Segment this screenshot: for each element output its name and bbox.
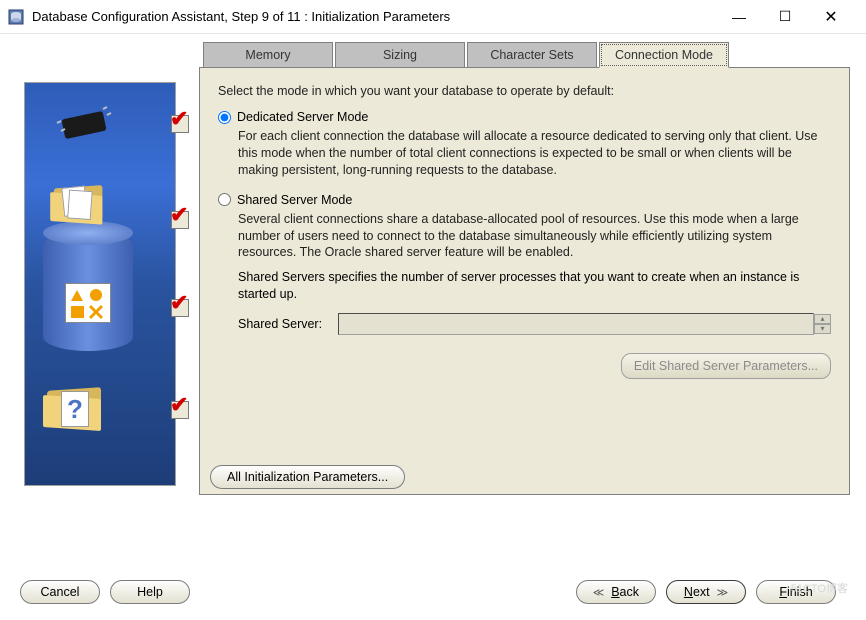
chip-icon (53, 101, 115, 149)
back-button[interactable]: ≪ Back (576, 580, 656, 604)
step-3-checkbox: ✔ (171, 299, 189, 317)
step-2-checkbox: ✔ (171, 211, 189, 229)
shared-extra-desc: Shared Servers specifies the number of s… (238, 269, 831, 303)
wizard-step-graphic: ✔ ✔ ✔ ? ✔ (12, 42, 187, 495)
shared-desc: Several client connections share a datab… (238, 211, 831, 262)
wizard-footer: Cancel Help ≪ Back Next ≫ Finish (0, 580, 866, 604)
window-title: Database Configuration Assistant, Step 9… (32, 9, 716, 24)
dedicated-desc: For each client connection the database … (238, 128, 831, 179)
next-button[interactable]: Next ≫ (666, 580, 746, 604)
tab-character-sets[interactable]: Character Sets (467, 42, 597, 68)
chevron-right-icon: ≫ (717, 587, 729, 599)
intro-text: Select the mode in which you want your d… (218, 84, 831, 98)
title-bar: Database Configuration Assistant, Step 9… (0, 0, 866, 34)
tab-bar: Memory Sizing Character Sets Connection … (203, 42, 850, 68)
minimize-button[interactable]: — (716, 9, 762, 25)
shared-label: Shared Server Mode (237, 193, 352, 207)
step-1-checkbox: ✔ (171, 115, 189, 133)
shared-server-field-label: Shared Server: (238, 317, 338, 331)
close-button[interactable]: ✕ (808, 7, 854, 27)
shared-server-option: Shared Server Mode Several client connec… (218, 193, 831, 335)
dedicated-label: Dedicated Server Mode (237, 110, 368, 124)
app-icon (8, 9, 24, 25)
shared-radio[interactable] (218, 193, 231, 206)
spin-down-icon: ▾ (814, 324, 831, 334)
shapes-card-icon (65, 283, 111, 323)
tab-connection-mode[interactable]: Connection Mode (599, 42, 729, 68)
cancel-button[interactable]: Cancel (20, 580, 100, 604)
dedicated-server-option: Dedicated Server Mode For each client co… (218, 110, 831, 179)
help-button[interactable]: Help (110, 580, 190, 604)
maximize-button[interactable]: ☐ (762, 8, 808, 25)
step-4-checkbox: ✔ (171, 401, 189, 419)
folder-question-icon: ? (43, 383, 107, 431)
tab-page-connection-mode: Select the mode in which you want your d… (199, 67, 850, 495)
tab-memory[interactable]: Memory (203, 42, 333, 68)
spin-up-icon: ▴ (814, 314, 831, 324)
tab-sizing[interactable]: Sizing (335, 42, 465, 68)
edit-shared-server-parameters-button: Edit Shared Server Parameters... (621, 353, 831, 379)
all-initialization-parameters-button[interactable]: All Initialization Parameters... (210, 465, 405, 489)
shared-server-input (338, 313, 814, 335)
folder-docs-icon (50, 181, 108, 224)
finish-button[interactable]: Finish (756, 580, 836, 604)
chevron-left-icon: ≪ (593, 587, 605, 599)
dedicated-radio[interactable] (218, 111, 231, 124)
shared-server-spinner: ▴ ▾ (814, 314, 831, 334)
